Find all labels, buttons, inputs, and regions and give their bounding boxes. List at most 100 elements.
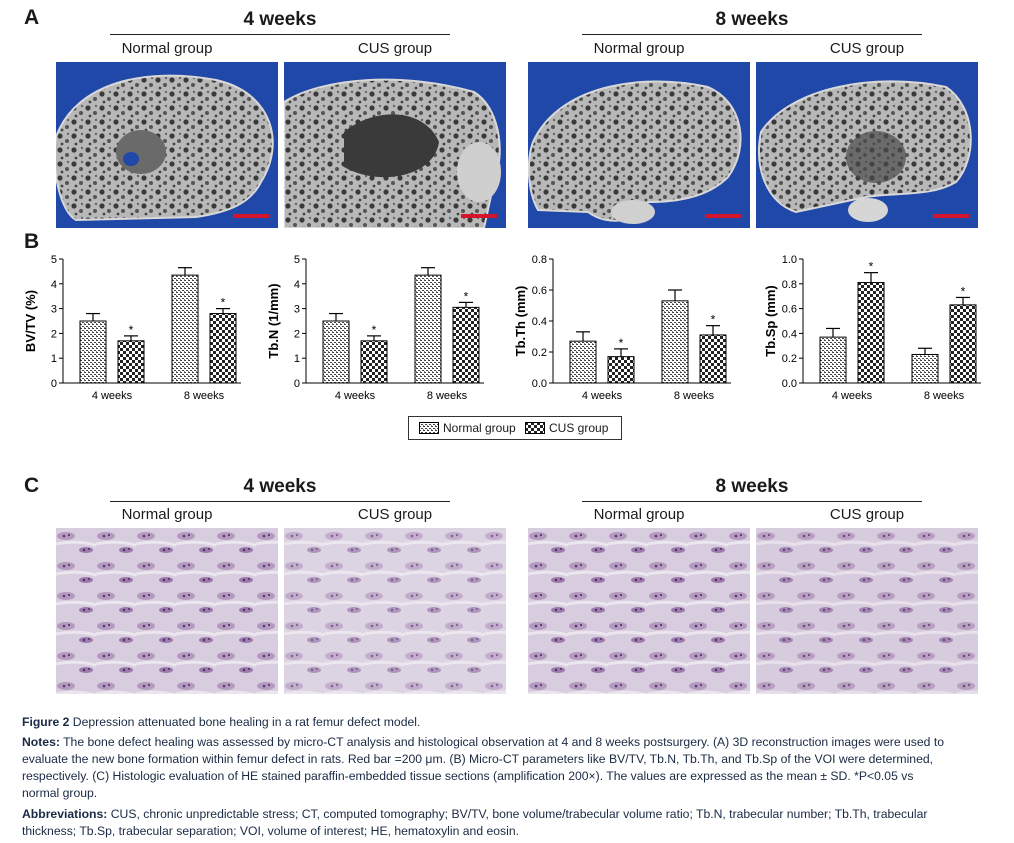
- panel-a-label-cus-8w: CUS group: [829, 40, 905, 57]
- panel-c-week8-title: 8 weeks: [715, 476, 789, 497]
- chart-tbsp-x-tick-label: 8 weeks: [924, 390, 965, 402]
- chart-tbsp-y-tick-label: 1.0: [782, 254, 797, 266]
- chart-tbn-bar-normal-8w: [414, 274, 442, 384]
- he-image-cus-4w: [284, 528, 506, 694]
- chart-tbn-x-tick-label: 8 weeks: [427, 390, 468, 402]
- chart-tbth-x-tick-label: 8 weeks: [674, 390, 715, 402]
- chart-tbn-y-tick-label: 4: [294, 279, 300, 291]
- chart-tbsp-bar-cus-8w: [949, 304, 977, 384]
- notes-label: Notes:: [22, 735, 60, 749]
- panel-a-label-normal-8w: Normal group: [593, 40, 685, 57]
- notes-line-3: respectively. (C) Histologic evaluation …: [22, 769, 914, 783]
- chart-tbth-y-tick-label: 0.2: [532, 347, 547, 359]
- panel-a-week8-rule: [582, 34, 922, 35]
- panel-c-week4-title: 4 weeks: [243, 476, 317, 497]
- ct-image-normal-8w: [528, 62, 750, 228]
- chart-tbn-bar-normal-4w: [322, 320, 350, 384]
- panel-b-label: B: [24, 230, 40, 253]
- chart-tbth-bar-cus-8w: [699, 334, 727, 384]
- he-image-cus-8w: [756, 528, 978, 694]
- chart-tbn-y-tick-label: 1: [294, 353, 300, 365]
- chart-tbsp-y-tick-label: 0.6: [782, 304, 797, 316]
- chart-bvtv-significance-mark: *: [221, 296, 226, 310]
- chart-tbth-significance-mark: *: [619, 336, 624, 350]
- chart-tbth-x-tick-label: 4 weeks: [582, 390, 623, 402]
- panel-a-label-normal-4w: Normal group: [121, 40, 213, 57]
- panel-a-week4-rule: [110, 34, 450, 35]
- ct-image-cus-8w: [756, 62, 978, 228]
- chart-bvtv-bar-cus-8w: [209, 313, 237, 384]
- chart-tbsp-bar-normal-4w: [819, 336, 847, 384]
- chart-bvtv-y-tick-label: 5: [51, 254, 57, 266]
- chart-tbn-bar-cus-8w: [452, 306, 480, 384]
- legend-swatch-cus: [525, 422, 545, 434]
- panel-c-week8-rule: [582, 501, 922, 502]
- scale-bar-cus-8w: [933, 214, 969, 218]
- chart-tbn-y-tick-label: 5: [294, 254, 300, 266]
- chart-bvtv-y-label: BV/TV (%): [23, 290, 38, 352]
- chart-tbn-y-tick-label: 0: [294, 378, 300, 390]
- chart-tbsp-bar-normal-8w: [911, 353, 939, 384]
- chart-tbsp-y-tick-label: 0.0: [782, 378, 797, 390]
- figure-notes: Notes: The bone defect healing was asses…: [22, 734, 1008, 802]
- chart-tbsp-y-label: Tb.Sp (mm): [763, 285, 778, 357]
- chart-tbn-significance-mark: *: [464, 289, 469, 303]
- scale-bar-cus-4w: [461, 214, 497, 218]
- chart-tbn-bar-cus-4w: [360, 340, 388, 384]
- panel-c-week4-rule: [110, 501, 450, 502]
- abbrev-line-1: CUS, chronic unpredictable stress; CT, c…: [110, 807, 928, 821]
- chart-bvtv-bar-normal-8w: [171, 274, 199, 384]
- panel-a-label: A: [24, 6, 40, 29]
- ct-image-normal-4w: [56, 62, 278, 228]
- legend-label-cus: CUS group: [549, 421, 609, 435]
- notes-line-2: evaluate the new bone formation within f…: [22, 752, 934, 766]
- panel-c-label-normal-8w: Normal group: [593, 506, 685, 523]
- chart-tbsp-significance-mark: *: [869, 260, 874, 274]
- abbrev-label: Abbreviations:: [22, 807, 108, 821]
- figure-label: Figure 2: [22, 715, 70, 729]
- chart-tbth-y-tick-label: 0.8: [532, 254, 547, 266]
- chart-tbsp-bar-cus-4w: [857, 282, 885, 384]
- chart-tbth-y-tick-label: 0.0: [532, 378, 547, 390]
- chart-bvtv-bar-cus-4w: [117, 340, 145, 384]
- chart-tbth-bar-normal-8w: [661, 300, 689, 384]
- legend-label-normal: Normal group: [443, 421, 516, 435]
- panel-b-charts: 0 1 2 3 4 5 BV/TV (%) * 4 weeks * 8 weeks 0 1 2 3 4 5 Tb.…: [23, 254, 981, 402]
- panel-a-week4-title: 4 weeks: [243, 9, 317, 30]
- chart-tbth-y-label: Tb.Th (mm): [513, 286, 528, 357]
- panel-c-label-cus-8w: CUS group: [829, 506, 905, 523]
- panel-a-label-cus-4w: CUS group: [357, 40, 433, 57]
- chart-tbsp-significance-mark: *: [961, 284, 966, 298]
- figure-title: Depression attenuated bone healing in a …: [72, 715, 421, 729]
- chart-bvtv-bar-normal-4w: [79, 320, 107, 384]
- chart-tbn-y-tick-label: 2: [294, 328, 300, 340]
- chart-bvtv-y-tick-label: 4: [51, 279, 57, 291]
- chart-bvtv-x-tick-label: 8 weeks: [184, 390, 225, 402]
- chart-tbth-y-tick-label: 0.6: [532, 285, 547, 297]
- chart-tbth-bar-normal-4w: [569, 340, 597, 384]
- chart-tbth-bar-cus-4w: [607, 356, 635, 384]
- chart-tbth-y-tick-label: 0.4: [532, 316, 547, 328]
- chart-legend: Normal group CUS group: [408, 416, 622, 440]
- chart-bvtv-significance-mark: *: [129, 323, 134, 337]
- he-image-normal-4w: [56, 528, 278, 694]
- scale-bar-normal-8w: [705, 214, 741, 218]
- figure-abbreviations: Abbreviations: CUS, chronic unpredictabl…: [22, 806, 1008, 840]
- chart-tbth-significance-mark: *: [711, 313, 716, 327]
- chart-tbn-y-label: Tb.N (1/mm): [266, 283, 281, 358]
- scale-bar-normal-4w: [233, 214, 269, 218]
- notes-line-1: The bone defect healing was assessed by …: [63, 735, 944, 749]
- chart-tbsp-x-tick-label: 4 weeks: [832, 390, 873, 402]
- panel-c-label: C: [24, 474, 40, 497]
- ct-image-cus-4w: [284, 62, 506, 228]
- chart-tbsp-y-tick-label: 0.4: [782, 328, 797, 340]
- chart-bvtv-x-tick-label: 4 weeks: [92, 390, 133, 402]
- chart-tbn-x-tick-label: 4 weeks: [335, 390, 376, 402]
- chart-tbsp-y-tick-label: 0.8: [782, 279, 797, 291]
- chart-bvtv-y-tick-label: 2: [51, 328, 57, 340]
- chart-bvtv-y-tick-label: 3: [51, 304, 57, 316]
- panel-c-label-normal-4w: Normal group: [121, 506, 213, 523]
- chart-bvtv-y-tick-label: 0: [51, 378, 57, 390]
- chart-tbn-significance-mark: *: [372, 323, 377, 337]
- he-image-normal-8w: [528, 528, 750, 694]
